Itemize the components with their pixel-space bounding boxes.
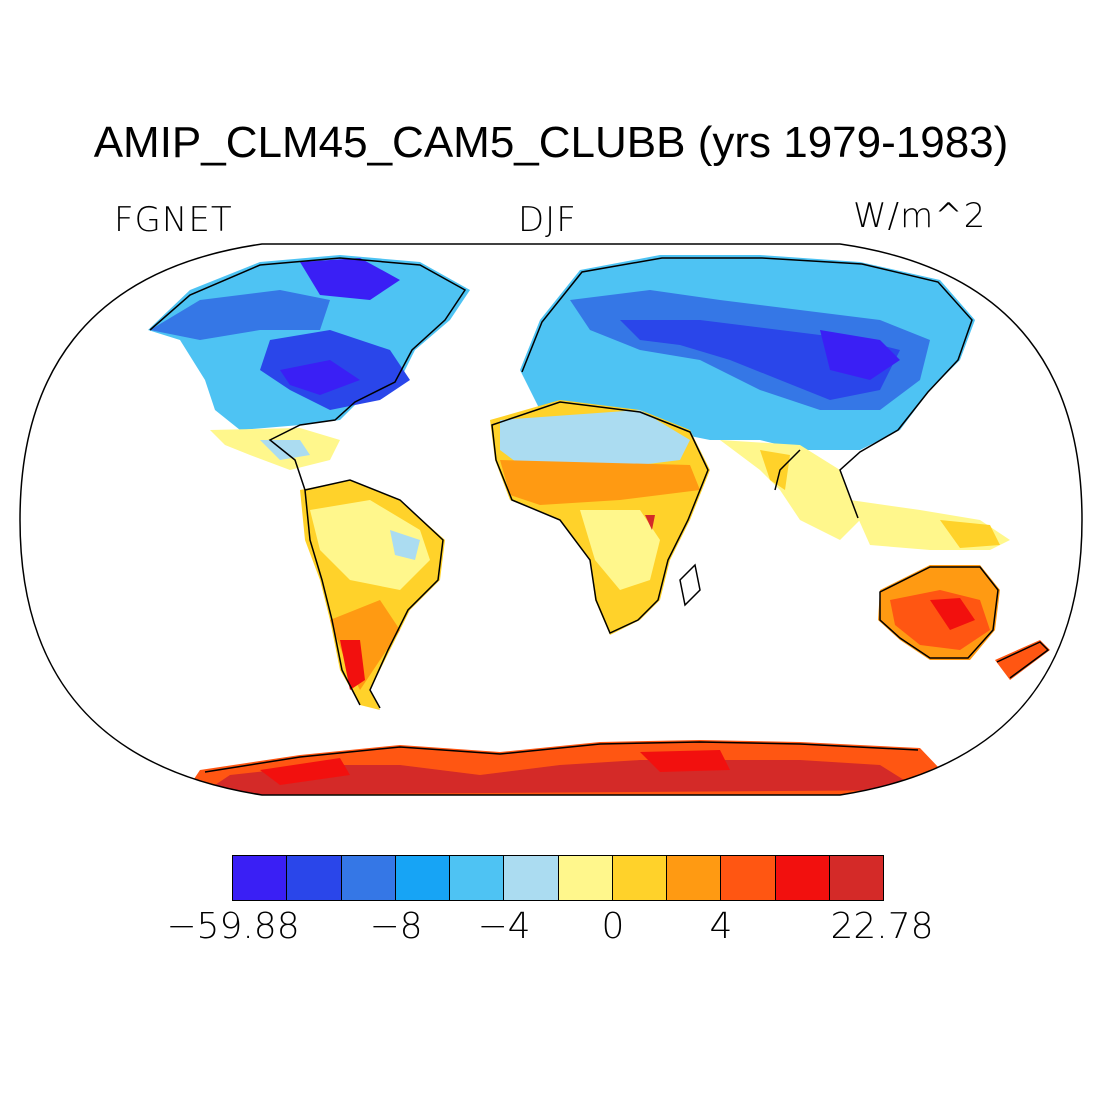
colorbar-swatch-9: [721, 856, 776, 900]
australia-region: [878, 565, 1050, 680]
units-label: W/m^2: [853, 196, 987, 236]
south-america-region: [300, 480, 445, 710]
colorbar-swatch-11: [829, 856, 883, 900]
colorbar-label-zero: 0: [601, 906, 625, 947]
map-boundary: [19, 243, 1083, 796]
colorbar-label-4: 4: [709, 906, 733, 947]
maritime-continent-region: [850, 500, 1010, 550]
colorbar: [232, 855, 884, 901]
colorbar-swatch-3: [395, 856, 450, 900]
coastlines: [149, 257, 1050, 773]
colorbar-label-max: 22.78: [830, 906, 934, 947]
colorbar-swatch-1: [287, 856, 342, 900]
africa-region: [490, 400, 710, 635]
colorbar-swatch-2: [341, 856, 396, 900]
map-title: AMIP_CLM45_CAM5_CLUBB (yrs 1979-1983): [93, 118, 1009, 167]
colorbar-swatch-8: [667, 856, 722, 900]
variable-label: FGNET: [114, 200, 233, 240]
colorbar-label-neg4: −4: [477, 906, 531, 947]
eurasia-region: [520, 255, 975, 540]
colorbar-swatch-4: [450, 856, 505, 900]
season-label: DJF: [518, 200, 577, 240]
colorbar-swatch-7: [612, 856, 667, 900]
colorbar-swatch-0: [233, 856, 288, 900]
colorbar-swatch-6: [558, 856, 613, 900]
north-america-region: [148, 255, 470, 470]
map-content: [148, 255, 1050, 795]
colorbar-swatch-5: [504, 856, 559, 900]
colorbar-swatch-10: [775, 856, 830, 900]
antarctica-region: [180, 740, 960, 795]
colorbar-label-min: −59.88: [166, 906, 300, 947]
colorbar-label-neg8: −8: [369, 906, 423, 947]
